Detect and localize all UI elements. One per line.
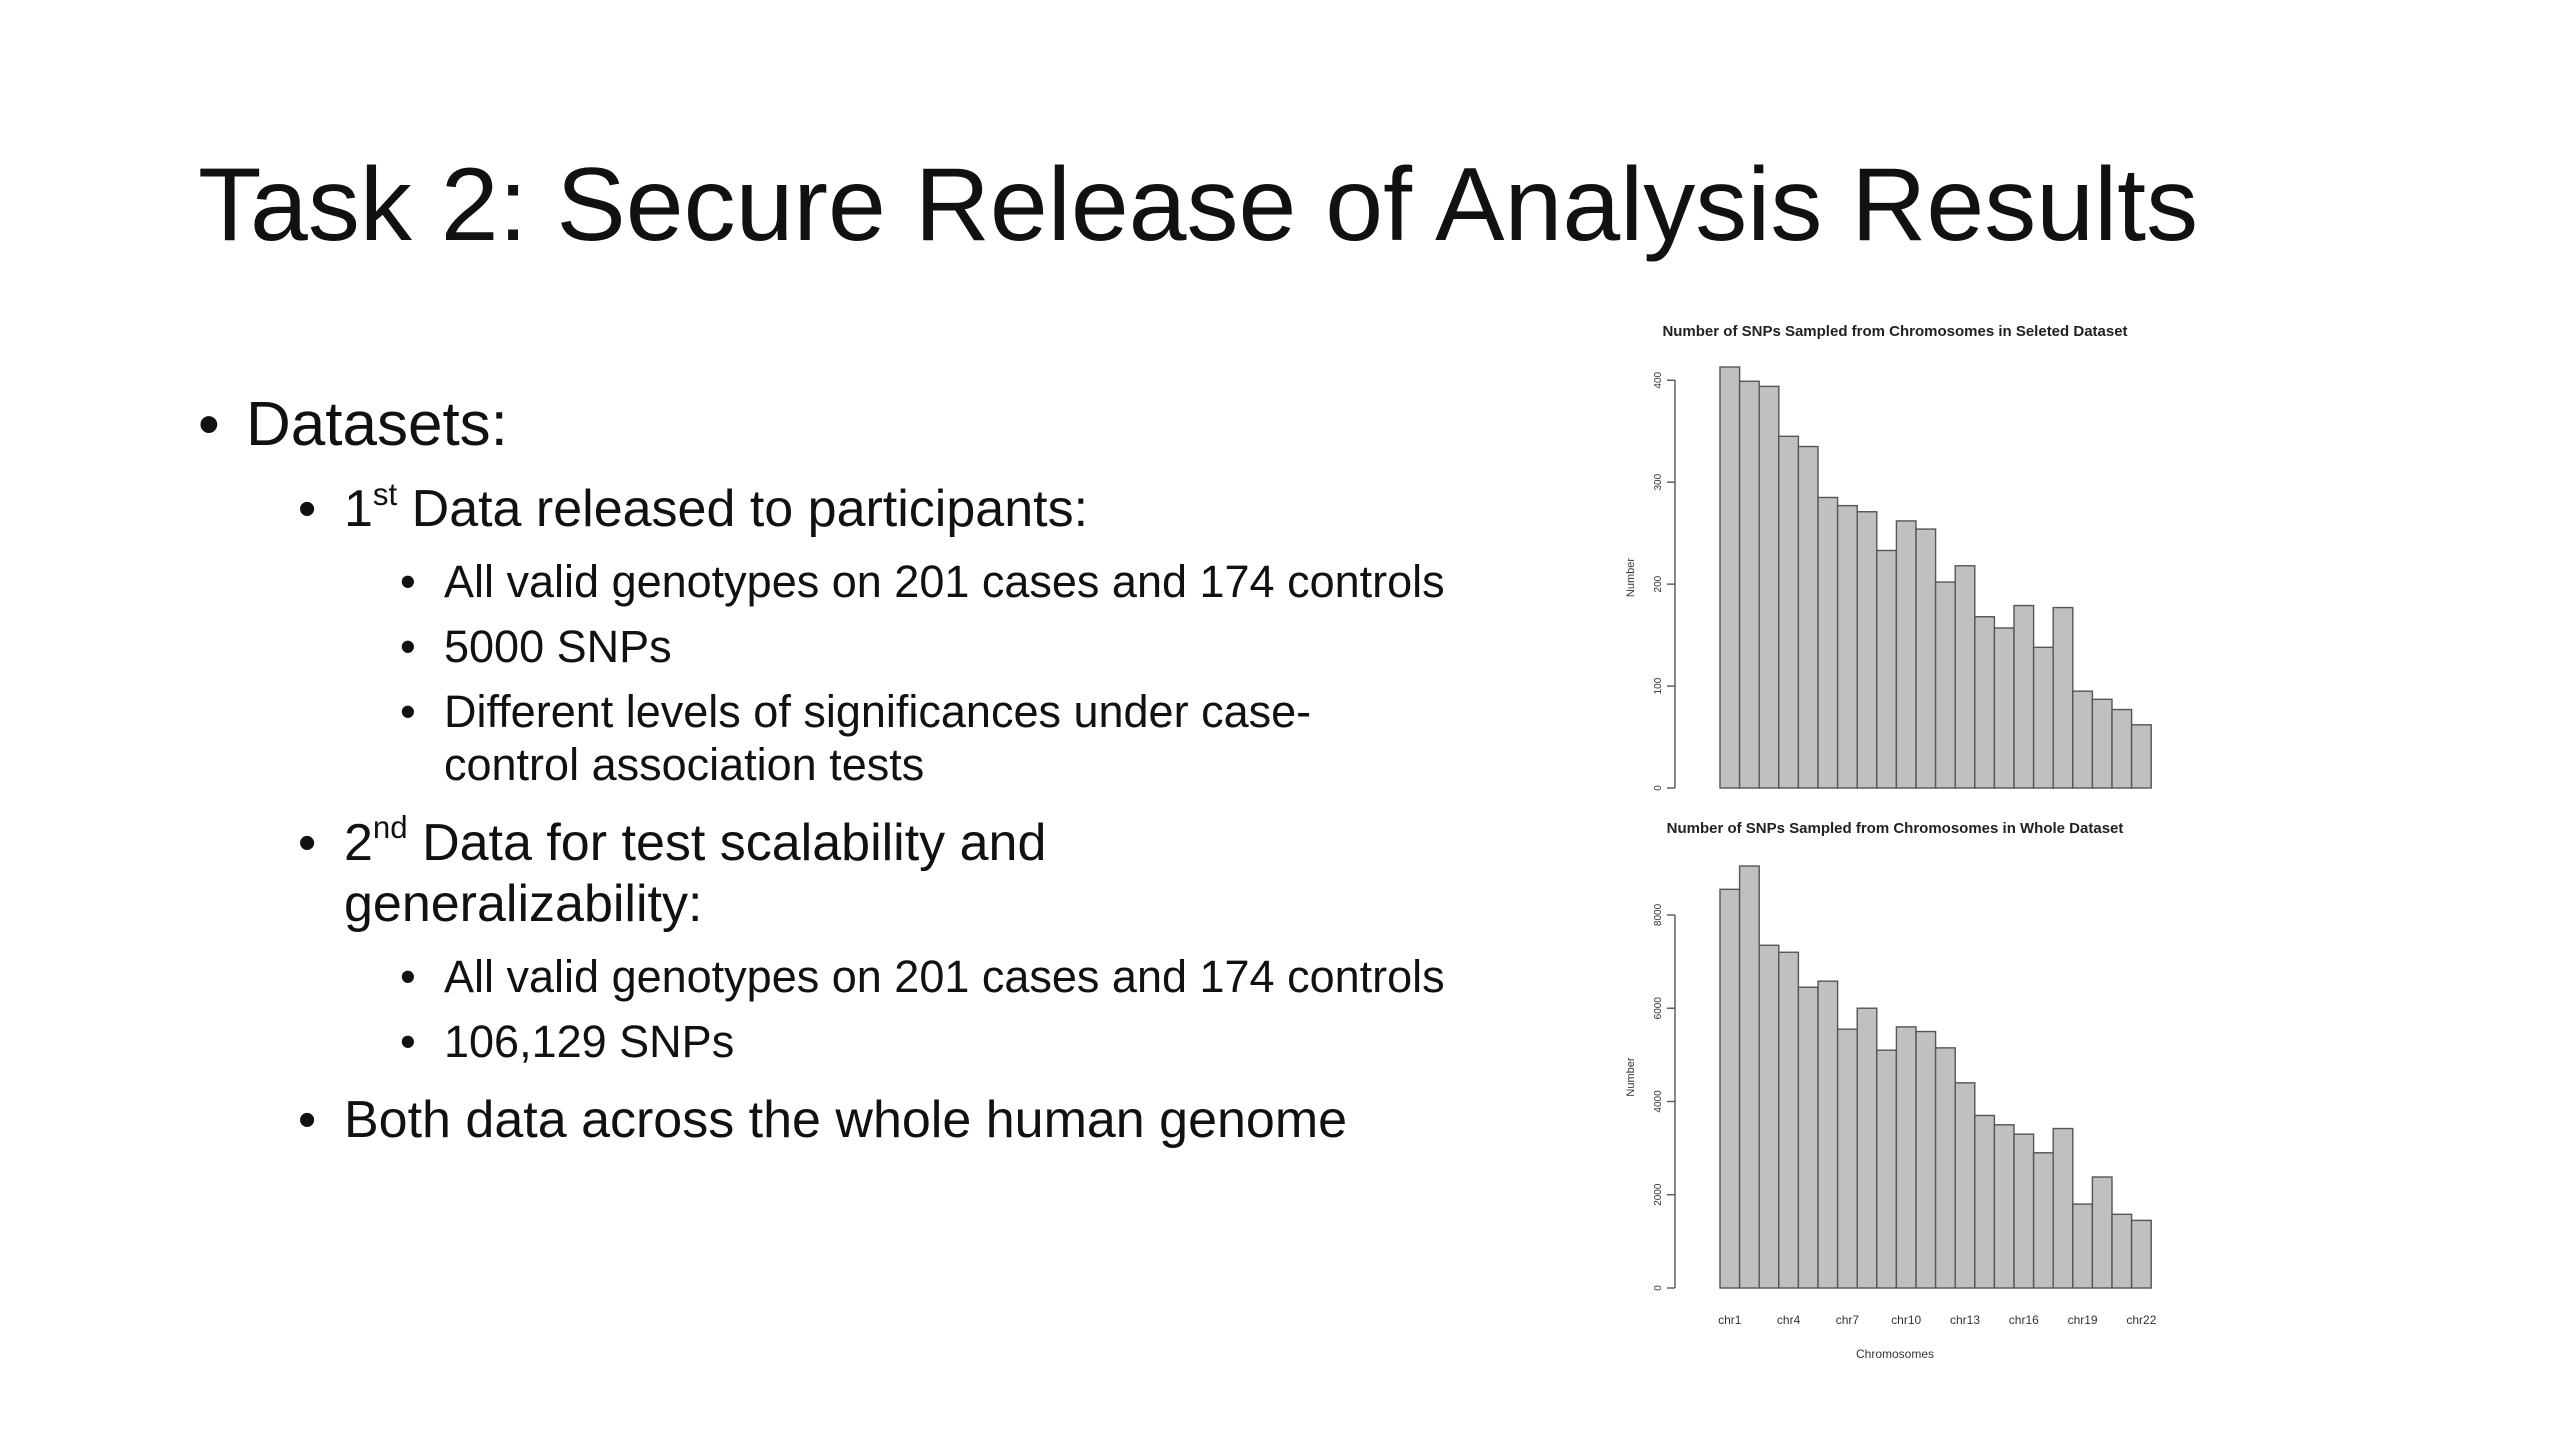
chart-1-bar-chr16 <box>2013 604 2035 789</box>
chart-1-bar-chr5 <box>1797 445 1819 789</box>
first-data-item-snps: 5000 SNPs <box>400 620 1494 673</box>
chart-1-bar-chr3 <box>1758 385 1780 789</box>
chart-2-x-axis-label: Chromosomes <box>1856 1347 1934 1360</box>
chart-2-bar-chr22 <box>2130 1219 2152 1289</box>
bullet-datasets: Datasets: <box>198 388 1548 461</box>
chart-2-bar-chr19 <box>2072 1203 2094 1289</box>
chart-1-y-tick-label: 400 <box>1653 371 1664 388</box>
chart-2-bar-chr17 <box>2032 1152 2054 1289</box>
chart-2-x-tick-label: chr22 <box>2126 1313 2156 1327</box>
second-data-ordinal-suffix: nd <box>372 810 408 846</box>
first-data-ordinal: 1 <box>344 480 373 539</box>
chart-2-bar-chr16 <box>2013 1133 2035 1289</box>
chart-1-bar-chr22 <box>2130 724 2152 789</box>
chart-2-bar-chr3 <box>1758 944 1780 1289</box>
chart-1-bar-chr11 <box>1915 528 1937 789</box>
chart-2-x-tick-label: chr13 <box>1950 1313 1980 1327</box>
chart-1-bar-chr6 <box>1817 496 1839 789</box>
chart-1-bar-chr12 <box>1934 581 1956 789</box>
chart-2-bar-chr1 <box>1719 888 1741 1289</box>
chart-2-y-tick-label: 2000 <box>1653 1183 1664 1206</box>
bullet-both-data: Both data across the whole human genome <box>298 1090 1504 1152</box>
chart-2-bar-chr13 <box>1954 1082 1976 1289</box>
chart-2-bar-chr21 <box>2111 1213 2133 1289</box>
chart-2-bar-chr8 <box>1856 1007 1878 1289</box>
second-data-item-snps: 106,129 SNPs <box>400 1015 1494 1068</box>
chart-2-y-tick-label: 0 <box>1653 1285 1664 1291</box>
first-data-item-significance: Different levels of significances under … <box>400 685 1424 791</box>
chart-2-bar-chr9 <box>1876 1049 1898 1289</box>
chart-1-bar-chr19 <box>2072 690 2094 789</box>
first-data-ordinal-suffix: st <box>372 476 398 512</box>
chart-1-bar-chr9 <box>1876 549 1898 789</box>
first-data-text: Data released to participants: <box>397 480 1089 539</box>
chart-2-bar-chr2 <box>1738 865 1760 1289</box>
chart-2-x-tick-label: chr1 <box>1718 1313 1742 1327</box>
chart-2-bar-chr11 <box>1915 1030 1937 1289</box>
chart-1-bar-chr2 <box>1738 380 1760 789</box>
chart-2-x-tick-label: chr10 <box>1891 1313 1921 1327</box>
chart-1-bar-chr18 <box>2052 606 2074 789</box>
first-data-item-genotypes: All valid genotypes on 201 cases and 174… <box>400 555 1494 608</box>
chart-1-bar-chr1 <box>1719 366 1741 789</box>
chart-2-bar-chr10 <box>1895 1026 1917 1289</box>
chart-2-bar-chr7 <box>1836 1028 1858 1289</box>
chart-2-bar-chr6 <box>1817 980 1839 1289</box>
chart-2-x-tick-label: chr7 <box>1836 1313 1860 1327</box>
chart-2-bar-chr20 <box>2091 1176 2113 1289</box>
chart-1-bar-chr21 <box>2111 708 2133 789</box>
charts-panel: Number of SNPs Sampled from Chromosomes … <box>1610 310 2250 1361</box>
bar-charts: Number of SNPs Sampled from Chromosomes … <box>1625 323 2157 1361</box>
second-data-item-genotypes: All valid genotypes on 201 cases and 174… <box>400 950 1494 1003</box>
chart-1-bar-chr20 <box>2091 698 2113 789</box>
chart-2-y-tick-label: 8000 <box>1653 903 1664 926</box>
chart-1-bar-chr7 <box>1836 504 1858 789</box>
chart-2-bar-chr18 <box>2052 1127 2074 1289</box>
chart-2-title: Number of SNPs Sampled from Chromosomes … <box>1667 820 2124 837</box>
chart-1-bar-chr17 <box>2032 646 2054 789</box>
second-data-text: Data for test scalability and generaliza… <box>344 813 1047 934</box>
chart-1-y-tick-label: 100 <box>1653 677 1664 694</box>
chart-2-y-tick-label: 6000 <box>1653 997 1664 1020</box>
chart-1-bar-chr13 <box>1954 565 1976 789</box>
chart-2-bar-chr4 <box>1778 951 1800 1289</box>
chart-2-y-tick-label: 4000 <box>1653 1090 1664 1113</box>
chart-2-x-tick-label: chr16 <box>2009 1313 2039 1327</box>
chart-1-bar-chr8 <box>1856 511 1878 789</box>
chart-2-bar-chr12 <box>1934 1047 1956 1289</box>
chart-2-bar-chr14 <box>1974 1114 1996 1289</box>
chart-1-y-tick-label: 0 <box>1653 785 1664 791</box>
chart-2-y-axis-label: Number <box>1625 1057 1637 1096</box>
chart-1-y-tick-label: 200 <box>1653 575 1664 592</box>
chart-2-x-tick-label: chr19 <box>2068 1313 2098 1327</box>
chart-1-bar-chr14 <box>1974 616 1996 789</box>
chart-1-bar-chr15 <box>1993 627 2015 789</box>
bullet-second-data: 2nd Data for test scalability and genera… <box>298 810 1244 936</box>
chart-2-x-tick-label: chr4 <box>1777 1313 1801 1327</box>
chart-1-bar-chr10 <box>1895 520 1917 789</box>
slide-title: Task 2: Secure Release of Analysis Resul… <box>198 147 2199 263</box>
second-data-ordinal: 2 <box>344 813 373 872</box>
bullet-list: Datasets: 1st Data released to participa… <box>198 388 1548 1165</box>
chart-1-y-tick-label: 300 <box>1653 473 1664 490</box>
chart-2-bar-chr5 <box>1797 986 1819 1289</box>
chart-1-title: Number of SNPs Sampled from Chromosomes … <box>1662 323 2127 340</box>
chart-1-bar-chr4 <box>1778 435 1800 789</box>
chart-1-y-axis-label: Number <box>1625 558 1637 597</box>
bullet-first-data: 1st Data released to participants: <box>298 476 1504 541</box>
chart-2-bar-chr15 <box>1993 1124 2015 1289</box>
